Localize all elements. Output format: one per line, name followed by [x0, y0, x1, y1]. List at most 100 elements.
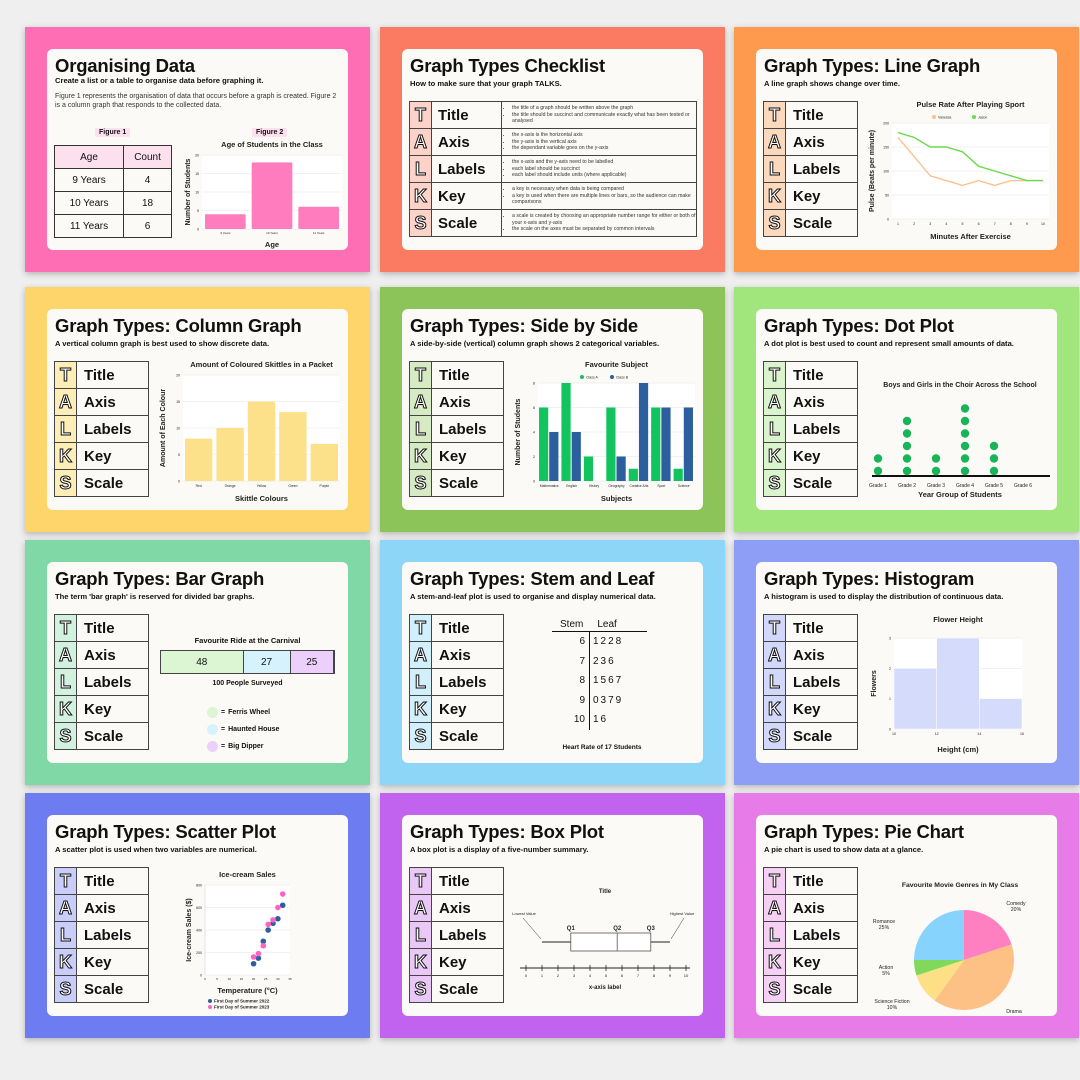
dot	[902, 441, 912, 451]
leaf-header-label: Leaf	[597, 619, 617, 630]
slide-organising-data: Organising Data Create a list or a table …	[25, 27, 370, 272]
scatter-point	[265, 927, 271, 933]
x-axis-label: Minutes After Exercise	[930, 232, 1011, 241]
talks-word: Labels	[785, 155, 858, 183]
talks-letter: A	[54, 388, 77, 416]
talks-row: S Scale	[409, 722, 504, 750]
description-item: the x-axis is the horizontal axis	[512, 132, 696, 138]
q1-label: Q1	[567, 926, 576, 932]
scatter-point	[260, 942, 267, 949]
lowest-value-label: Lowest Value	[512, 911, 536, 916]
bar	[539, 407, 549, 481]
slide-box-plot: Graph Types: Box Plot A box plot is a dis…	[380, 793, 725, 1038]
x-tick-label: 12	[935, 732, 939, 736]
x-tick-label: 10	[892, 732, 896, 736]
pointer-line	[670, 917, 685, 940]
x-axis-label: Subjects	[601, 494, 632, 503]
talks-row: A Axis	[54, 894, 149, 922]
talks-letter: T	[763, 101, 786, 129]
x-tick-label: Grade 5	[985, 483, 1003, 489]
talks-word: Title	[76, 867, 149, 895]
talks-letter: A	[763, 641, 786, 669]
age-table: Age Count 9 Years 4 10 Years 18 11 Years 6	[53, 145, 172, 238]
dot	[902, 466, 912, 476]
talks-word: Title	[785, 867, 858, 895]
talks-row: K Key	[409, 695, 504, 723]
talks-letter: T	[763, 867, 786, 895]
slide-card: Graph Types: Line Graph A line graph show…	[756, 49, 1057, 250]
scatter-point	[250, 960, 257, 967]
talks-row: S Scale	[763, 209, 858, 237]
slice-value: 5%	[882, 971, 890, 977]
slide-line-graph: Graph Types: Line Graph A line graph show…	[734, 27, 1079, 272]
talks-table: T Title A Axis L Labels K Key S Scale	[409, 361, 504, 497]
bar	[571, 432, 581, 481]
talks-letter: K	[763, 948, 786, 976]
y-tick-label: 15	[176, 400, 180, 404]
dot	[902, 429, 912, 438]
x-tick-label: 9	[669, 973, 672, 978]
talks-word: Axis	[431, 388, 504, 416]
talks-table: T Title A Axis L Labels K Key S Scale	[54, 867, 149, 1003]
talks-letter: A	[763, 894, 786, 922]
pie-slice	[934, 944, 1014, 1010]
slice-label: Romance	[873, 919, 895, 925]
x-tick-label: 0	[204, 977, 206, 981]
talks-word: Title	[785, 101, 858, 129]
talks-row: T Title	[763, 101, 858, 129]
slide-title: Graph Types Checklist	[410, 55, 605, 76]
talks-letter: S	[763, 722, 786, 750]
talks-word: Labels	[76, 921, 149, 949]
slide-title: Graph Types: Column Graph	[55, 315, 302, 336]
talks-row: S Scale	[409, 975, 504, 1003]
slice-label: Action	[879, 965, 894, 971]
table-cell: 4	[123, 168, 172, 192]
talks-letter: S	[763, 209, 786, 237]
x-tick-label: 5	[216, 977, 218, 981]
slide-title: Graph Types: Bar Graph	[55, 568, 265, 589]
pointer-line	[522, 917, 542, 940]
x-tick-label: 0	[525, 973, 528, 978]
talks-description: a key is necessary when data is being co…	[501, 182, 697, 210]
talks-word: Key	[431, 442, 504, 470]
legend-marker	[208, 999, 212, 1003]
talks-word: Labels	[431, 921, 504, 949]
talks-letter: S	[54, 975, 77, 1003]
stem-value: 7	[552, 651, 590, 671]
slice-label: Drama	[1006, 1009, 1022, 1015]
talks-row: A Axis	[409, 388, 504, 416]
x-tick-label: 4	[945, 222, 947, 226]
table-cell: 11 Years	[53, 214, 125, 238]
chart: Boys and Girls in the Choir Across the S…	[869, 382, 1050, 499]
slide-dot-plot: Graph Types: Dot Plot A dot plot is best …	[734, 287, 1079, 532]
slice-label: Comedy	[1006, 901, 1026, 907]
legend-item: = Ferris Wheel	[207, 707, 270, 718]
x-tick-label: Purple	[320, 484, 330, 488]
x-tick-label: 11 Years	[313, 231, 325, 235]
bar	[251, 162, 293, 229]
table-header: Age	[53, 145, 125, 169]
y-tick-label: 20	[195, 154, 199, 158]
legend-label: First Day of Summer 2022	[214, 999, 270, 1004]
talks-row: S Scale	[763, 722, 858, 750]
talks-word: Labels	[785, 415, 858, 443]
legend-swatch	[207, 707, 218, 718]
x-tick-label: Red	[196, 484, 202, 488]
description-item: the title should be succinct and communi…	[512, 112, 696, 125]
talks-letter: K	[409, 442, 432, 470]
x-axis-label: Height (cm)	[937, 745, 979, 754]
y-tick-label: 200	[883, 122, 889, 126]
x-tick-label: History	[589, 484, 600, 488]
talks-letter: L	[54, 921, 77, 949]
talks-word: Axis	[431, 641, 504, 669]
chart: Pulse Rate After Playing Sport Minutes Af…	[869, 100, 1049, 241]
talks-word: Title	[431, 101, 502, 129]
talks-letter: S	[409, 975, 432, 1003]
talks-row: A Axis	[54, 641, 149, 669]
talks-word: Axis	[76, 641, 149, 669]
talks-row: T Title	[763, 867, 858, 895]
talks-word: Scale	[785, 469, 858, 497]
y-tick-label: 100	[883, 170, 889, 174]
talks-row: K Key	[763, 182, 858, 210]
